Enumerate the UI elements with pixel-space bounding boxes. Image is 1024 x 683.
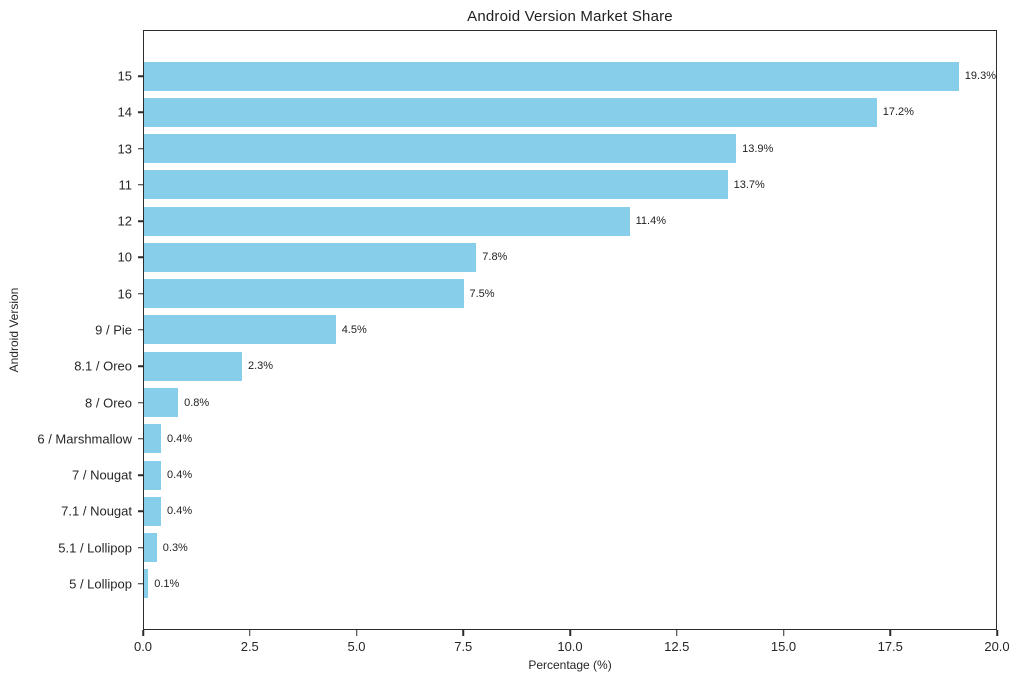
bar-value-label: 0.4% — [167, 505, 193, 518]
y-tick-mark — [138, 546, 144, 549]
bar-value-label: 19.3% — [964, 70, 996, 83]
y-tick-label: 10 — [117, 249, 132, 265]
x-tick-mark — [676, 630, 678, 636]
y-tick-mark — [138, 111, 144, 114]
y-tick-mark — [138, 256, 144, 259]
y-tick-label: 8 / Oreo — [85, 395, 132, 411]
bar-row: 5.1 / Lollipop 0.3% — [58, 529, 996, 565]
y-tick-mark — [138, 401, 144, 404]
bar-row: 7.1 / Nougat 0.4% — [61, 493, 996, 529]
bar — [144, 424, 162, 454]
x-tick-mark — [142, 630, 144, 636]
bar — [144, 61, 959, 91]
y-tick-mark — [138, 365, 144, 367]
y-tick-mark — [138, 474, 144, 476]
y-tick-label: 9 / Pie — [95, 322, 132, 338]
plot-area: 15 19.3% 14 17.2% 13 13.9% 11 13.7% 12 11.4% 10 7.8… — [37, 30, 997, 630]
x-tick-label: 10.0 — [557, 639, 583, 654]
bar — [144, 496, 162, 526]
bar — [144, 569, 149, 599]
y-tick-label: 14 — [117, 104, 132, 120]
x-tick-mark — [355, 630, 358, 636]
bar-row: 8 / Oreo 0.8% — [85, 384, 996, 420]
bar-row: 15 19.3% — [118, 58, 996, 94]
bar-value-label: 0.4% — [167, 469, 193, 482]
bar-value-label: 7.5% — [469, 287, 495, 300]
y-tick-mark — [138, 75, 144, 77]
y-tick-mark — [138, 147, 144, 150]
bar-value-label: 4.5% — [341, 323, 367, 336]
y-tick-label: 12 — [117, 213, 132, 229]
bar — [144, 460, 162, 490]
bar — [144, 388, 179, 418]
bar-value-label: 11.4% — [635, 215, 666, 228]
bar-row: 13 13.9% — [118, 131, 996, 167]
y-tick-label: 16 — [117, 286, 132, 302]
y-tick-mark — [138, 329, 144, 331]
bar-value-label: 17.2% — [882, 106, 914, 119]
bar-value-label: 0.4% — [167, 432, 193, 445]
bar-row: 16 7.5% — [118, 276, 996, 312]
x-tick-mark — [569, 630, 571, 636]
bar-row: 10 7.8% — [118, 239, 996, 275]
y-axis-label: Android Version — [7, 287, 21, 373]
bar — [144, 170, 728, 200]
bar-value-label: 7.8% — [482, 251, 508, 264]
y-tick-mark — [138, 583, 144, 585]
bar-value-label: 0.1% — [154, 577, 180, 590]
chart-title: Android Version Market Share — [467, 8, 673, 25]
bar-value-label: 0.8% — [184, 396, 210, 409]
x-tick-label: 0.0 — [133, 639, 153, 654]
x-tick-label: 2.5 — [240, 639, 259, 654]
x-tick-mark — [462, 630, 464, 636]
y-tick-mark — [138, 292, 144, 295]
x-tick-label: 12.5 — [664, 639, 690, 654]
y-tick-label: 7 / Nougat — [72, 467, 132, 483]
x-tick-label: 15.0 — [770, 639, 797, 654]
y-tick-label: 15 — [117, 68, 132, 84]
bar — [144, 134, 737, 164]
bar — [144, 279, 464, 309]
x-tick-mark — [996, 630, 998, 636]
x-tick-label: 20.0 — [984, 639, 1010, 654]
bar-row: 6 / Marshmallow 0.4% — [37, 421, 996, 457]
bar-value-label: 13.9% — [742, 142, 774, 155]
x-tick-label: 5.0 — [347, 639, 366, 654]
bar — [144, 533, 157, 563]
bar-value-label: 0.3% — [162, 541, 188, 554]
y-tick-mark — [138, 438, 144, 440]
bar-row: 8.1 / Oreo 2.3% — [74, 348, 996, 384]
bar-row: 5 / Lollipop 0.1% — [69, 566, 996, 602]
y-tick-label: 13 — [117, 141, 132, 157]
bar — [144, 315, 336, 345]
x-tick-mark — [249, 630, 251, 636]
y-tick-label: 6 / Marshmallow — [37, 431, 132, 447]
y-tick-label: 7.1 / Nougat — [61, 503, 132, 519]
bar-value-label: 13.7% — [733, 178, 765, 191]
bar-value-label: 2.3% — [247, 360, 274, 373]
x-tick-label: 7.5 — [454, 639, 473, 654]
bar — [144, 97, 877, 127]
y-tick-label: 8.1 / Oreo — [74, 358, 132, 374]
bar-row: 11 13.7% — [119, 167, 996, 203]
x-tick-mark — [782, 630, 785, 636]
bar-row: 14 17.2% — [118, 94, 996, 130]
y-tick-mark — [138, 220, 144, 222]
bar-rows-container: 15 19.3% 14 17.2% 13 13.9% 11 13.7% 12 11.4% 10 7.8… — [37, 58, 996, 602]
x-axis-label: Percentage (%) — [528, 658, 612, 672]
y-tick-label: 5.1 / Lollipop — [58, 540, 132, 556]
y-tick-label: 5 / Lollipop — [69, 576, 132, 592]
bar — [144, 206, 630, 236]
y-tick-mark — [138, 510, 144, 513]
bar — [144, 351, 242, 381]
y-tick-mark — [138, 184, 144, 186]
bar-row: 12 11.4% — [118, 203, 996, 239]
bar-row: 7 / Nougat 0.4% — [72, 457, 996, 493]
x-tick-mark — [889, 630, 891, 636]
x-tick-label: 17.5 — [877, 639, 903, 654]
bar — [144, 242, 477, 272]
bar-row: 9 / Pie 4.5% — [95, 312, 996, 348]
y-tick-label: 11 — [118, 177, 133, 193]
